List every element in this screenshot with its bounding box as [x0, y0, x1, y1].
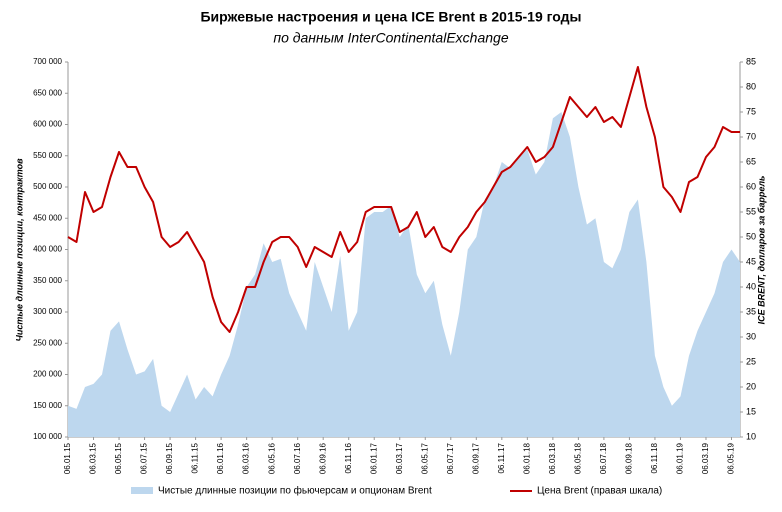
price-line: [67, 66, 740, 333]
y2-tick-label: 45: [746, 256, 756, 266]
y2-tick-label: 10: [746, 431, 756, 441]
x-tick-label: 06.01.16: [216, 442, 225, 474]
x-tick-label: 06.09.16: [318, 442, 327, 474]
y-tick-label: 500 000: [33, 182, 62, 191]
x-tick-label: 06.03.15: [89, 442, 98, 474]
y2-tick-label: 30: [746, 331, 756, 341]
y2-tick-label: 85: [746, 56, 756, 66]
y2-tick-label: 15: [746, 406, 756, 416]
y2-tick-label: 60: [746, 181, 756, 191]
y-tick-label: 100 000: [33, 432, 62, 441]
y-tick-label: 700 000: [33, 57, 62, 66]
x-tick-label: 06.05.16: [267, 442, 276, 474]
x-tick-label: 06.03.17: [395, 442, 404, 474]
y-tick-label: 300 000: [33, 307, 62, 316]
y2-tick-label: 80: [746, 81, 756, 91]
x-tick-label: 06.07.17: [446, 442, 455, 474]
y2-tick-label: 75: [746, 106, 756, 116]
y2-tick-label: 40: [746, 281, 756, 291]
x-tick-label: 06.03.19: [701, 442, 710, 474]
y-tick-label: 200 000: [33, 370, 62, 379]
x-tick-label: 06.01.17: [369, 442, 378, 474]
x-tick-label: 06.03.18: [548, 442, 557, 474]
x-tick-label: 06.11.16: [344, 442, 353, 473]
y-tick-label: 150 000: [33, 401, 62, 410]
x-tick-label: 06.09.15: [165, 442, 174, 474]
y-tick-label: 600 000: [33, 120, 62, 129]
y2-tick-label: 70: [746, 131, 756, 141]
x-tick-label: 06.01.18: [522, 442, 531, 474]
x-tick-label: 06.09.17: [471, 442, 480, 474]
y2-tick-label: 20: [746, 381, 756, 391]
x-tick-label: 06.05.15: [114, 442, 123, 474]
y-axis-title: Чистые длинные позиции, контрактов: [14, 158, 24, 342]
x-tick-label: 06.01.19: [676, 442, 685, 474]
x-tick-label: 06.07.15: [140, 442, 149, 474]
x-tick-label: 06.09.18: [625, 442, 634, 474]
y-tick-label: 250 000: [33, 338, 62, 347]
x-tick-label: 06.05.18: [573, 442, 582, 474]
x-tick-label: 06.01.15: [63, 442, 72, 474]
positions-area: [68, 112, 740, 437]
y-tick-label: 450 000: [33, 213, 62, 222]
legend-label: Цена Brent (правая шкала): [537, 486, 662, 497]
x-tick-label: 06.07.16: [293, 442, 302, 474]
x-tick-label: 06.05.19: [727, 442, 736, 474]
x-tick-label: 06.05.17: [420, 442, 429, 474]
y2-tick-label: 25: [746, 356, 756, 366]
y2-tick-label: 50: [746, 231, 756, 241]
y-tick-label: 550 000: [33, 151, 62, 160]
y-tick-label: 400 000: [33, 245, 62, 254]
y-tick-label: 650 000: [33, 88, 62, 97]
y2-axis-title: ICE BRENT, долларов за баррель: [756, 176, 766, 325]
y-tick-label: 350 000: [33, 276, 62, 285]
y2-tick-label: 55: [746, 206, 756, 216]
x-tick-label: 06.11.15: [191, 442, 200, 473]
chart-subtitle: по данным InterContinentalExchange: [273, 30, 508, 46]
x-tick-label: 06.03.16: [242, 442, 251, 474]
legend-swatch: [131, 487, 153, 494]
y2-tick-label: 65: [746, 156, 756, 166]
chart-title: Биржевые настроения и цена ICE Brent в 2…: [200, 9, 581, 25]
y2-tick-label: 35: [746, 306, 756, 316]
legend-label: Чистые длинные позиции по фьючерсам и оп…: [158, 485, 432, 497]
x-tick-label: 06.11.17: [497, 442, 506, 473]
x-tick-label: 06.11.18: [650, 442, 659, 473]
x-tick-label: 06.07.18: [599, 442, 608, 474]
